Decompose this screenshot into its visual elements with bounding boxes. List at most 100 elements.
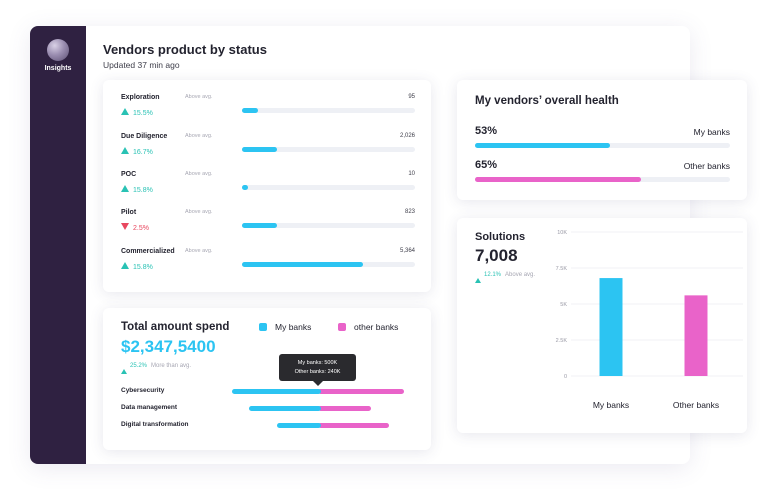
status-name: Pilot [121, 209, 137, 216]
status-count: 95 [408, 94, 415, 100]
status-pct: 16.7% [133, 149, 153, 156]
solutions-more-label: Above avg. [505, 272, 536, 278]
trend-down-icon [121, 223, 129, 230]
status-row: POC Above avg. 10 15.8% [103, 171, 431, 207]
status-trend: 15.5% [121, 108, 153, 117]
bar-my-banks[interactable] [599, 278, 623, 376]
trend-up-icon [475, 272, 481, 283]
status-name: Due Diligence [121, 133, 168, 140]
category-name: Cybersecurity [121, 387, 165, 394]
health-row-other-banks: 65% Other banks [475, 159, 730, 189]
health-label: My banks [693, 127, 730, 137]
status-fill [242, 262, 364, 267]
health-track [475, 177, 730, 182]
spend-more-label: More than avg. [151, 363, 192, 369]
health-title: My vendors’ overall health [475, 95, 619, 107]
spend-trend: 25.2% More than avg. [121, 363, 192, 374]
y-tick-label: 10K [557, 230, 567, 236]
status-row: Due Diligence Above avg. 2,026 16.7% [103, 133, 431, 169]
status-track [242, 262, 415, 267]
health-fill [475, 143, 611, 148]
status-row: Exploration Above avg. 95 15.5% [103, 94, 431, 130]
status-track [242, 185, 415, 190]
solutions-pct: 12.1% [484, 272, 502, 278]
status-pct: 15.8% [133, 264, 153, 271]
status-count: 2,026 [399, 133, 415, 139]
status-pct: 15.8% [133, 187, 153, 194]
status-count: 823 [404, 209, 415, 215]
sidebar-item-insights[interactable]: Insights [44, 65, 72, 72]
status-card: Exploration Above avg. 95 15.5% Due Diligenc… [103, 80, 431, 292]
solutions-title: Solutions [475, 231, 526, 243]
legend-swatch [338, 323, 346, 331]
above-avg-label: Above avg. [185, 209, 213, 215]
spend-pct: 25.2% [130, 363, 148, 369]
spend-amount: $2,347,5400 [121, 337, 216, 356]
updated-text: Updated 37 min ago [103, 60, 180, 70]
solutions-trend: 12.1% Above avg. [475, 272, 536, 283]
status-pct: 2.5% [133, 225, 149, 232]
status-fill [242, 147, 277, 152]
spend-category-row: Cybersecurity [121, 387, 421, 397]
trend-up-icon [121, 185, 129, 192]
above-avg-label: Above avg. [185, 133, 213, 139]
above-avg-label: Above avg. [185, 94, 213, 100]
legend-my-banks: My banks [259, 322, 311, 332]
bar-my-banks[interactable] [276, 423, 321, 428]
trend-up-icon [121, 262, 129, 269]
solutions-value: 7,008 [475, 246, 518, 265]
above-avg-label: Above avg. [185, 171, 213, 177]
spend-tooltip: My banks: 500K Other banks: 240K [279, 354, 356, 386]
trend-up-icon [121, 147, 129, 154]
category-name: Data management [121, 404, 177, 411]
bar-my-banks[interactable] [249, 406, 321, 411]
status-name: POC [121, 171, 137, 178]
status-pct: 15.5% [133, 110, 153, 117]
health-fill [475, 177, 641, 182]
category-name: Digital transformation [121, 421, 189, 428]
y-tick-label: 2.5K [556, 338, 568, 344]
status-fill [242, 108, 258, 113]
health-track [475, 143, 730, 148]
spend-title: Total amount spend [121, 321, 230, 333]
health-pct: 53% [475, 125, 498, 137]
y-tick-label: 0 [564, 374, 567, 380]
health-row-my-banks: 53% My banks [475, 125, 730, 155]
trend-up-icon [121, 363, 127, 374]
status-count: 5,364 [399, 248, 415, 254]
status-track [242, 108, 415, 113]
spend-category-row: Data management [121, 404, 421, 414]
health-pct: 65% [475, 159, 498, 171]
x-tick-label: Other banks [673, 400, 719, 410]
status-fill [242, 185, 249, 190]
health-card: My vendors’ overall health 53% My banks … [457, 80, 747, 200]
bar-other-banks[interactable] [318, 406, 372, 411]
spend-card: Total amount spend My banks other banks … [103, 308, 431, 450]
bar-other-banks[interactable] [318, 423, 389, 428]
status-trend: 2.5% [121, 223, 149, 232]
tooltip-line-my-banks: My banks: 500K [297, 360, 338, 366]
sidebar: Insights [30, 26, 86, 464]
trend-up-icon [121, 108, 129, 115]
bar-other-banks[interactable] [684, 295, 708, 376]
status-row: Pilot Above avg. 823 2.5% [103, 209, 431, 245]
status-fill [242, 223, 277, 228]
legend-swatch [259, 323, 267, 331]
spend-category-row: Digital transformation [121, 421, 421, 431]
tooltip-line-other-banks: Other banks: 240K [294, 369, 341, 375]
status-trend: 15.8% [121, 185, 153, 194]
avatar[interactable] [47, 39, 69, 61]
page-title: Vendors product by status [103, 42, 267, 57]
y-tick-label: 5K [560, 302, 567, 308]
health-label: Other banks [683, 161, 730, 171]
y-tick-label: 7.5K [556, 266, 568, 272]
legend-label: other banks [354, 322, 399, 332]
status-count: 10 [408, 171, 415, 177]
status-track [242, 223, 415, 228]
bar-my-banks[interactable] [232, 389, 321, 394]
bar-other-banks[interactable] [318, 389, 404, 394]
status-trend: 15.8% [121, 262, 153, 271]
status-name: Commercialized [121, 248, 175, 255]
status-track [242, 147, 415, 152]
legend-other-banks: other banks [338, 322, 398, 332]
